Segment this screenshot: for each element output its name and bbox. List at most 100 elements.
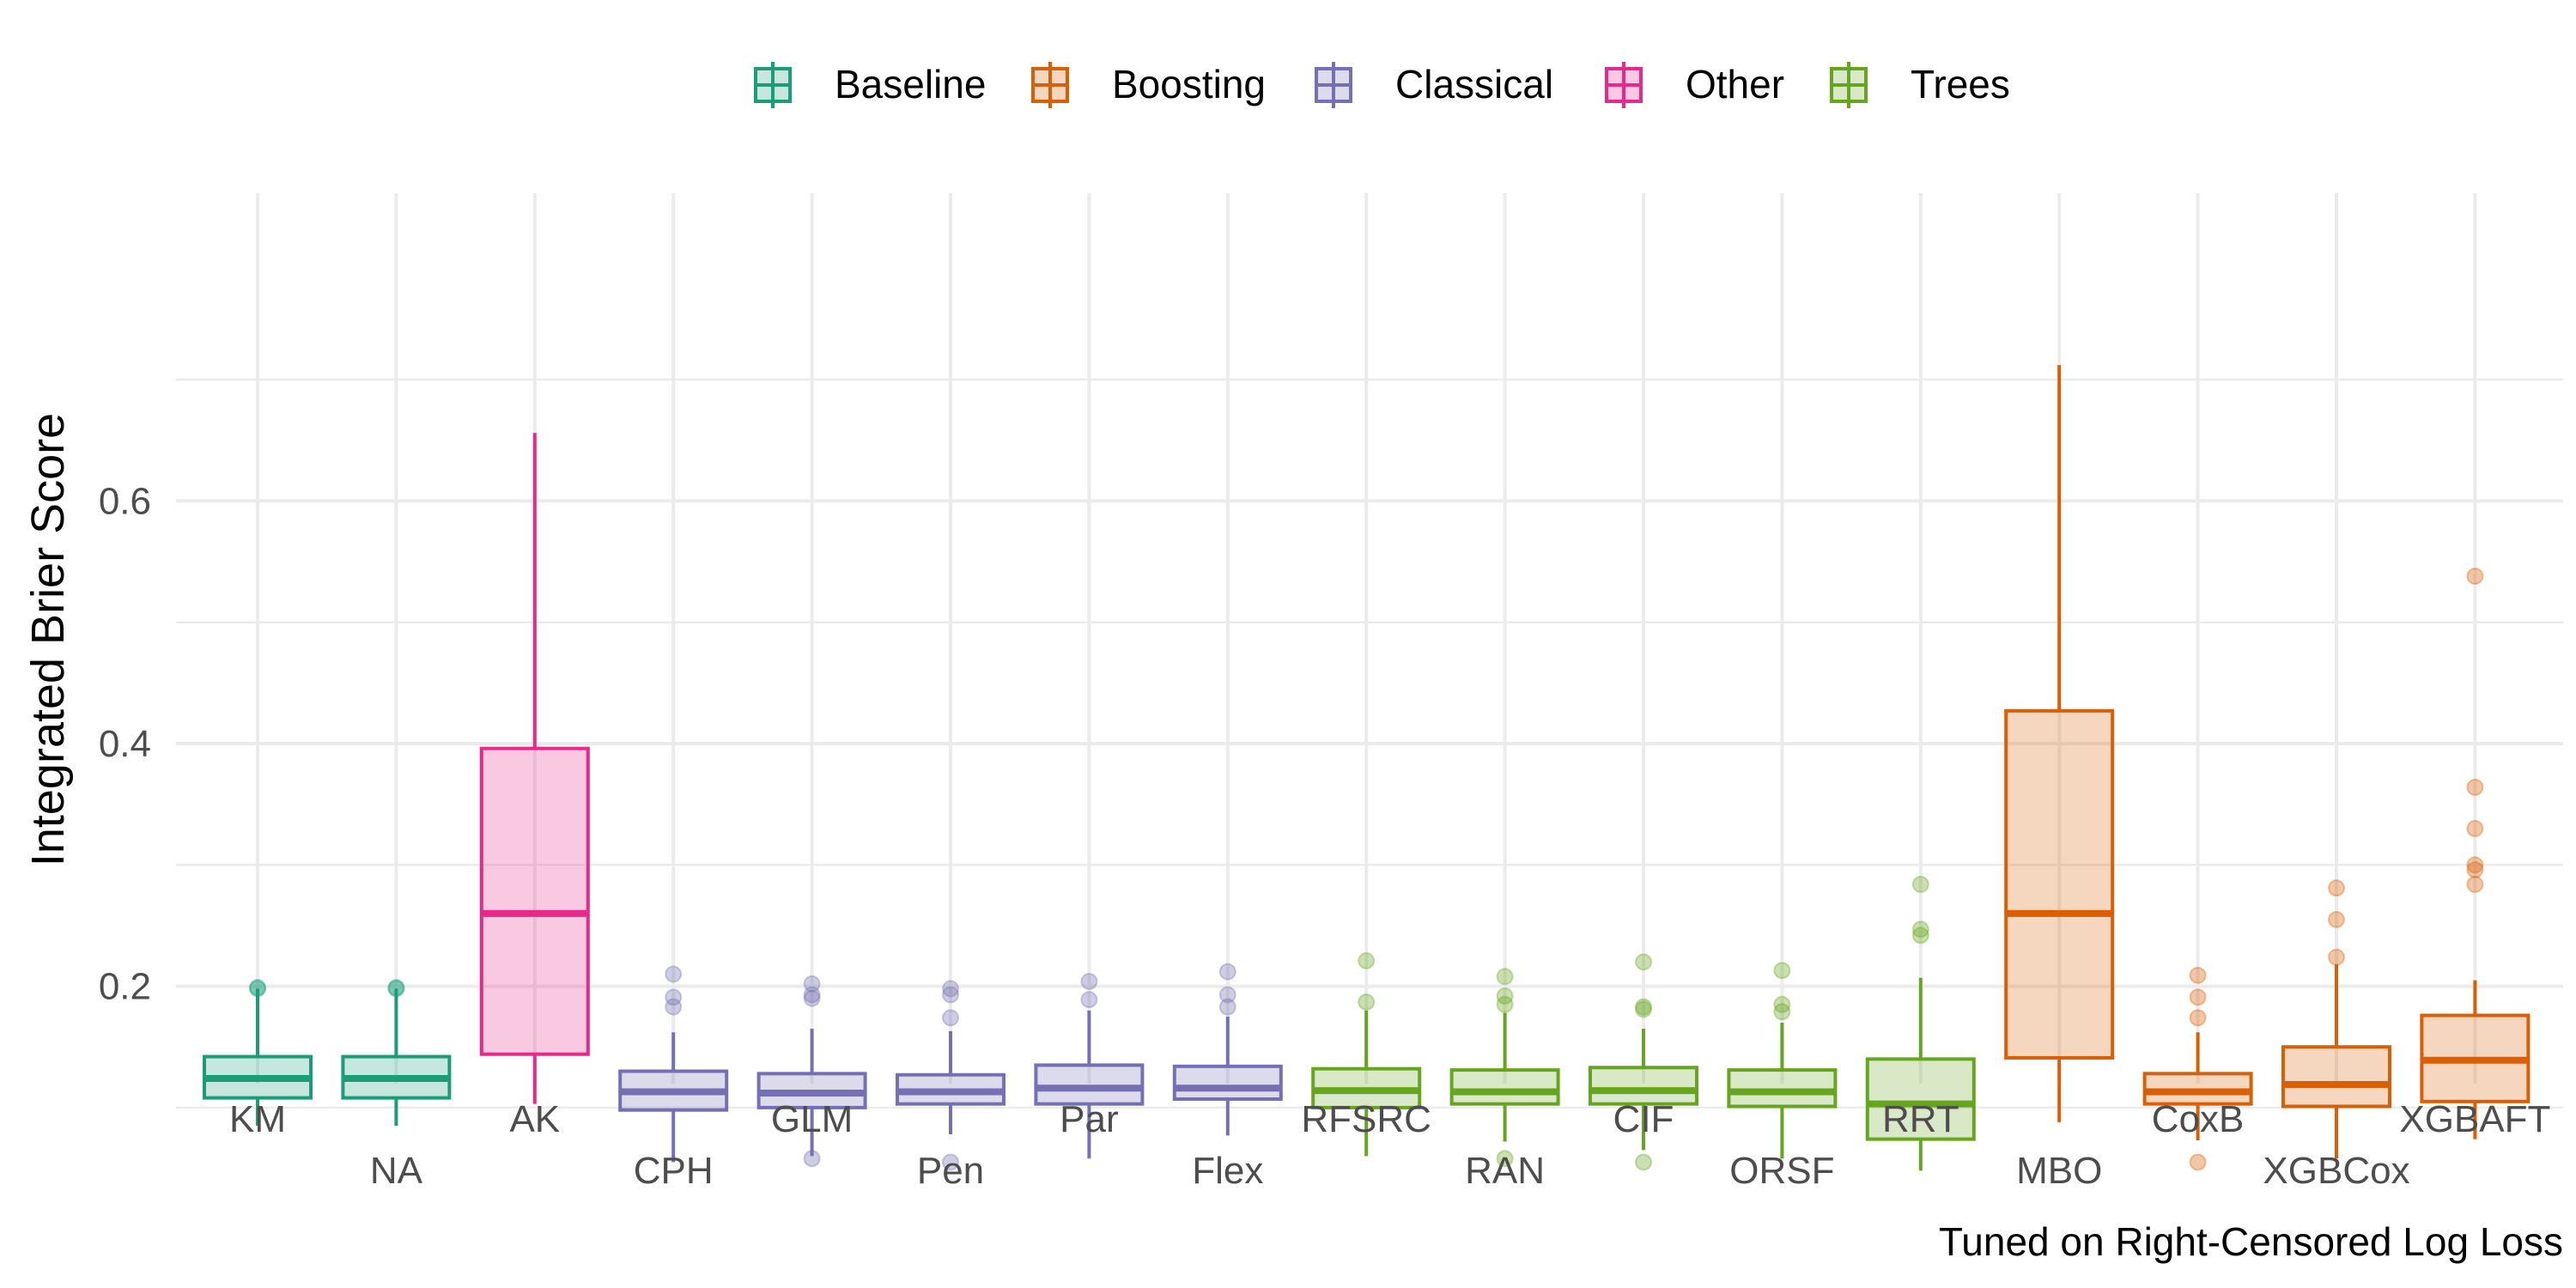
outlier-point xyxy=(1358,993,1376,1011)
box-body xyxy=(1727,1068,1838,1109)
outlier-point xyxy=(249,979,266,997)
x-tick-label: RRT xyxy=(1882,1098,1959,1140)
outlier-point xyxy=(942,1009,959,1027)
outlier-point xyxy=(803,986,821,1004)
box-xgbcox xyxy=(2281,879,2391,1159)
outlier-point xyxy=(803,989,821,1007)
outlier-point xyxy=(1773,1003,1791,1021)
outlier-point xyxy=(387,980,405,998)
box-cph xyxy=(618,965,729,1163)
outlier-point xyxy=(2189,1153,2207,1171)
chart-caption: Tuned on Right-Censored Log Loss xyxy=(1939,1219,2563,1264)
legend-item-baseline: Baseline xyxy=(754,62,986,108)
x-tick-label: GLM xyxy=(771,1098,853,1140)
box-ak xyxy=(479,433,590,1104)
x-axis-ticks: KM NA AK CPH GLM Pen Par Flex RFSRC RAN CIF ORSF RRT… xyxy=(229,1098,2550,1192)
box-xgbaft xyxy=(2420,568,2530,1139)
y-tick-label: 0.2 xyxy=(99,966,151,1008)
outlier-point xyxy=(1496,995,1514,1013)
x-tick-label: XGBCox xyxy=(2263,1150,2409,1192)
outlier-point xyxy=(1358,951,1376,969)
box-par xyxy=(1034,972,1145,1159)
outlier-point xyxy=(1218,986,1236,1004)
outlier-point xyxy=(2466,568,2484,586)
y-tick-label: 0.4 xyxy=(99,723,151,765)
box-ran xyxy=(1449,968,1560,1168)
outlier-point xyxy=(2189,988,2207,1006)
legend-item-trees: Trees xyxy=(1830,62,2010,108)
box-flex xyxy=(1172,963,1283,1136)
outlier-point xyxy=(2466,875,2484,893)
box-mbo xyxy=(2004,365,2115,1122)
legend-label: Trees xyxy=(1911,62,2010,106)
outlier-point xyxy=(2189,966,2207,984)
x-tick-label: NA xyxy=(370,1150,423,1192)
box-rrt xyxy=(1865,875,1976,1171)
outlier-point xyxy=(1911,875,1929,893)
legend-label: Other xyxy=(1686,62,1784,106)
outlier-point xyxy=(1218,963,1236,981)
outlier-point xyxy=(803,1150,821,1168)
x-tick-label: CIF xyxy=(1613,1098,1674,1140)
legend: Baseline Boosting Classical Other Trees xyxy=(754,62,2010,108)
outlier-point xyxy=(387,979,405,997)
box-body xyxy=(479,746,590,1056)
x-tick-label: Par xyxy=(1060,1098,1118,1140)
y-tick-label: 0.6 xyxy=(99,480,151,522)
outlier-point xyxy=(1080,991,1098,1009)
box-body xyxy=(1865,1057,1976,1141)
x-tick-label: KM xyxy=(229,1098,286,1140)
outlier-point xyxy=(2466,778,2484,796)
legend-label: Classical xyxy=(1395,62,1553,106)
box-coxb xyxy=(2142,966,2253,1171)
outlier-point xyxy=(803,975,821,993)
outlier-point xyxy=(1218,998,1236,1016)
box-orsf xyxy=(1727,962,1838,1159)
legend-item-boosting: Boosting xyxy=(1031,62,1266,108)
x-tick-label: CPH xyxy=(634,1150,714,1192)
outlier-point xyxy=(942,980,959,998)
x-tick-label: XGBAFT xyxy=(2399,1098,2550,1140)
legend-item-classical: Classical xyxy=(1315,62,1553,108)
x-tick-label: AK xyxy=(509,1098,560,1140)
box-pen xyxy=(896,980,1005,1171)
outlier-point xyxy=(1635,998,1652,1016)
outlier-point xyxy=(2328,879,2345,897)
box-cif xyxy=(1589,953,1698,1171)
outlier-point xyxy=(2189,1009,2207,1027)
outlier-point xyxy=(1635,953,1652,971)
outlier-point xyxy=(942,1153,959,1171)
box-body xyxy=(2004,708,2115,1060)
legend-label: Boosting xyxy=(1112,62,1266,106)
outlier-point xyxy=(1496,1150,1514,1168)
outlier-point xyxy=(1773,962,1791,980)
x-tick-label: MBO xyxy=(2016,1150,2102,1192)
boxes xyxy=(203,365,2530,1171)
outlier-point xyxy=(1496,987,1514,1005)
box-body xyxy=(2281,1045,2391,1109)
outlier-point xyxy=(1911,927,1929,945)
x-tick-label: CoxB xyxy=(2152,1098,2245,1140)
box-body xyxy=(1034,1063,1145,1106)
outlier-point xyxy=(2466,856,2484,874)
legend-label: Baseline xyxy=(835,62,986,106)
x-tick-label: RAN xyxy=(1465,1150,1545,1192)
outlier-point xyxy=(665,965,683,983)
outlier-point xyxy=(1635,1153,1652,1171)
outlier-point xyxy=(1496,968,1514,986)
y-axis-title: Integrated Brier Score xyxy=(22,413,74,866)
outlier-point xyxy=(665,998,683,1016)
box-body xyxy=(1589,1066,1698,1106)
box-rfsrc xyxy=(1311,951,1422,1157)
outlier-point xyxy=(1773,995,1791,1013)
x-tick-label: Pen xyxy=(917,1150,984,1192)
y-axis-ticks: 0.2 0.4 0.6 xyxy=(99,480,151,1007)
box-glm xyxy=(756,975,867,1168)
x-tick-label: RFSRC xyxy=(1301,1098,1431,1140)
outlier-point xyxy=(2466,819,2484,837)
outlier-point xyxy=(249,980,266,998)
x-tick-label: Flex xyxy=(1192,1150,1263,1192)
box-km xyxy=(203,979,313,1127)
outlier-point xyxy=(1911,920,1929,939)
